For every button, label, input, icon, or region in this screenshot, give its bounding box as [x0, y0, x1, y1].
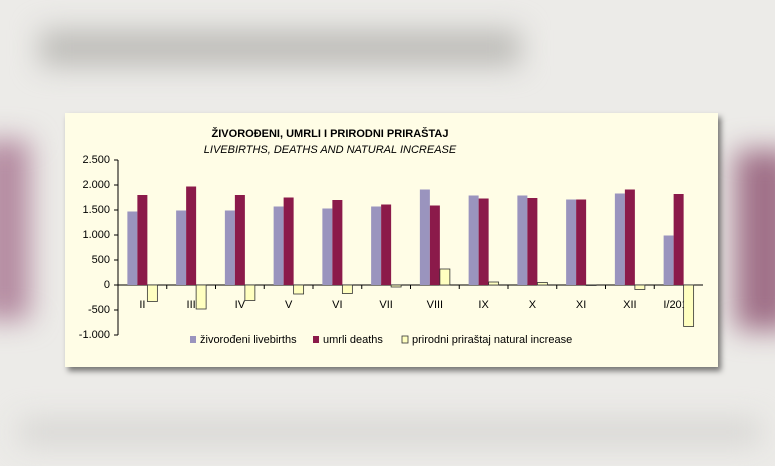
bar	[683, 284, 695, 327]
bar	[322, 208, 333, 285]
y-tick-label: 2.000	[82, 179, 110, 191]
x-tick-label: II	[139, 299, 145, 311]
legend-label: živorođeni livebirths	[200, 334, 297, 346]
bar	[273, 206, 284, 285]
bar	[381, 204, 392, 285]
bar	[146, 284, 158, 302]
bar	[195, 284, 207, 310]
x-tick-label: III	[187, 299, 196, 311]
bar	[283, 197, 294, 285]
bar	[468, 195, 479, 285]
bar	[419, 189, 430, 285]
bar	[614, 193, 625, 285]
bar	[332, 200, 343, 285]
x-tick-label: V	[285, 299, 293, 311]
bar	[429, 205, 440, 285]
blurred-footer	[20, 420, 760, 444]
bar	[576, 199, 587, 285]
bar	[488, 281, 500, 286]
y-tick-label: 500	[92, 254, 110, 266]
bar	[624, 189, 635, 285]
y-tick-label: 0	[104, 279, 110, 291]
x-tick-label: XII	[623, 299, 636, 311]
bar	[536, 282, 548, 286]
bar	[341, 284, 353, 294]
x-tick-label: IV	[235, 299, 246, 311]
bar	[439, 268, 451, 286]
blurred-heading	[40, 30, 520, 66]
y-tick-label: 2.500	[82, 154, 110, 166]
bar	[244, 284, 256, 301]
legend-label: umrli deaths	[323, 334, 383, 346]
bar	[176, 210, 187, 285]
x-tick-label: XI	[576, 299, 586, 311]
bar	[390, 284, 402, 288]
legend-label: prirodni priraštaj natural increase	[412, 334, 572, 346]
legend-swatch	[313, 336, 319, 343]
bar	[566, 199, 577, 285]
y-tick-label: -500	[88, 304, 110, 316]
x-tick-label: VI	[332, 299, 342, 311]
bar	[186, 186, 197, 285]
y-tick-label: -1.000	[79, 329, 110, 341]
bar	[137, 195, 148, 285]
bar	[585, 284, 597, 286]
x-tick-label: X	[529, 299, 537, 311]
legend-swatch	[401, 335, 409, 344]
bar	[224, 210, 235, 285]
bar	[634, 284, 646, 290]
chart-subtitle: LIVEBIRTHS, DEATHS AND NATURAL INCREASE	[204, 144, 457, 156]
blurred-side	[735, 150, 775, 330]
bar	[478, 198, 489, 285]
y-tick-label: 1.000	[82, 229, 110, 241]
x-tick-label: IX	[478, 299, 489, 311]
chart-title: ŽIVOROĐENI, UMRLI I PRIRODNI PRIRAŠTAJ	[212, 127, 449, 140]
bar	[673, 194, 684, 285]
x-tick-label: VIII	[427, 299, 444, 311]
bar	[527, 198, 538, 285]
chart-panel	[65, 113, 718, 367]
legend-swatch	[190, 336, 196, 343]
bar	[127, 211, 138, 285]
x-tick-label: VII	[379, 299, 392, 311]
blurred-side	[0, 140, 30, 320]
bar	[371, 206, 382, 285]
bar	[293, 284, 305, 295]
y-tick-label: 1.500	[82, 204, 110, 216]
bar	[234, 195, 245, 285]
bar	[517, 195, 528, 285]
bar	[663, 235, 674, 285]
